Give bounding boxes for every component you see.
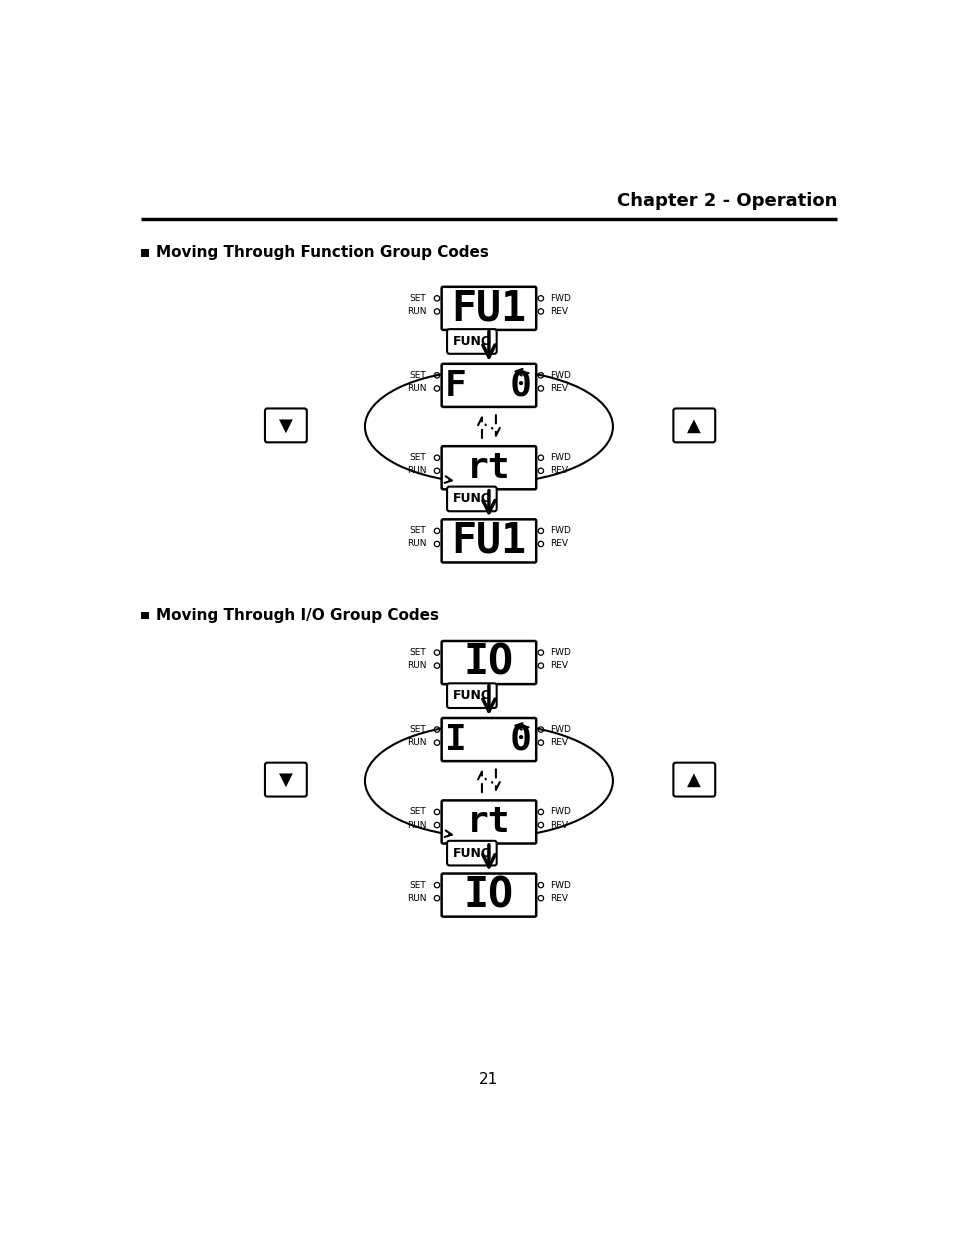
- FancyBboxPatch shape: [141, 611, 149, 620]
- Text: SET: SET: [409, 294, 426, 303]
- Text: RUN: RUN: [406, 661, 426, 671]
- Text: Chapter 2 - Operation: Chapter 2 - Operation: [616, 191, 836, 210]
- Text: REV: REV: [550, 467, 568, 475]
- Text: ▼: ▼: [278, 771, 293, 789]
- Text: FWD: FWD: [550, 725, 571, 734]
- Text: FUNC: FUNC: [453, 493, 491, 505]
- Text: REV: REV: [550, 820, 568, 830]
- FancyBboxPatch shape: [141, 249, 149, 257]
- Text: ▼: ▼: [278, 416, 293, 435]
- Text: SET: SET: [409, 808, 426, 816]
- FancyBboxPatch shape: [673, 409, 715, 442]
- Text: FWD: FWD: [550, 294, 571, 303]
- Text: RUN: RUN: [406, 384, 426, 393]
- Text: FWD: FWD: [550, 808, 571, 816]
- Text: I  0: I 0: [445, 722, 532, 757]
- Text: SET: SET: [409, 648, 426, 657]
- Text: REV: REV: [550, 894, 568, 903]
- FancyBboxPatch shape: [441, 800, 536, 844]
- Text: REV: REV: [550, 739, 568, 747]
- Text: RUN: RUN: [406, 308, 426, 316]
- Text: Moving Through Function Group Codes: Moving Through Function Group Codes: [156, 246, 489, 261]
- Text: F  0: F 0: [445, 368, 532, 403]
- Text: FWD: FWD: [550, 648, 571, 657]
- Text: FUNC: FUNC: [453, 689, 491, 703]
- FancyBboxPatch shape: [441, 873, 536, 916]
- Text: SET: SET: [409, 526, 426, 536]
- Text: RUN: RUN: [406, 739, 426, 747]
- Text: SET: SET: [409, 370, 426, 380]
- Text: FUNC: FUNC: [453, 847, 491, 860]
- FancyBboxPatch shape: [447, 330, 497, 353]
- Text: rt: rt: [467, 805, 510, 839]
- Text: SET: SET: [409, 881, 426, 889]
- Text: Moving Through I/O Group Codes: Moving Through I/O Group Codes: [156, 608, 439, 624]
- Text: FWD: FWD: [550, 453, 571, 462]
- FancyBboxPatch shape: [447, 683, 497, 708]
- Text: FU1: FU1: [451, 520, 526, 562]
- FancyBboxPatch shape: [441, 287, 536, 330]
- FancyBboxPatch shape: [441, 446, 536, 489]
- Text: RUN: RUN: [406, 894, 426, 903]
- FancyBboxPatch shape: [673, 763, 715, 797]
- FancyBboxPatch shape: [265, 409, 307, 442]
- Text: REV: REV: [550, 661, 568, 671]
- Text: FWD: FWD: [550, 881, 571, 889]
- FancyBboxPatch shape: [441, 520, 536, 562]
- Text: rt: rt: [467, 451, 510, 485]
- Text: RUN: RUN: [406, 540, 426, 548]
- Text: FWD: FWD: [550, 370, 571, 380]
- Text: FWD: FWD: [550, 526, 571, 536]
- Text: ▲: ▲: [687, 771, 700, 789]
- Text: REV: REV: [550, 384, 568, 393]
- FancyBboxPatch shape: [441, 718, 536, 761]
- Text: RUN: RUN: [406, 820, 426, 830]
- Text: 21: 21: [478, 1072, 498, 1087]
- Text: IO: IO: [463, 641, 514, 683]
- FancyBboxPatch shape: [447, 841, 497, 866]
- Text: REV: REV: [550, 308, 568, 316]
- Text: FU1: FU1: [451, 288, 526, 330]
- Text: REV: REV: [550, 540, 568, 548]
- Text: SET: SET: [409, 725, 426, 734]
- Text: ▲: ▲: [687, 416, 700, 435]
- FancyBboxPatch shape: [447, 487, 497, 511]
- Text: RUN: RUN: [406, 467, 426, 475]
- FancyBboxPatch shape: [441, 364, 536, 406]
- Text: FUNC: FUNC: [453, 335, 491, 348]
- Text: SET: SET: [409, 453, 426, 462]
- Text: IO: IO: [463, 874, 514, 916]
- FancyBboxPatch shape: [265, 763, 307, 797]
- FancyBboxPatch shape: [441, 641, 536, 684]
